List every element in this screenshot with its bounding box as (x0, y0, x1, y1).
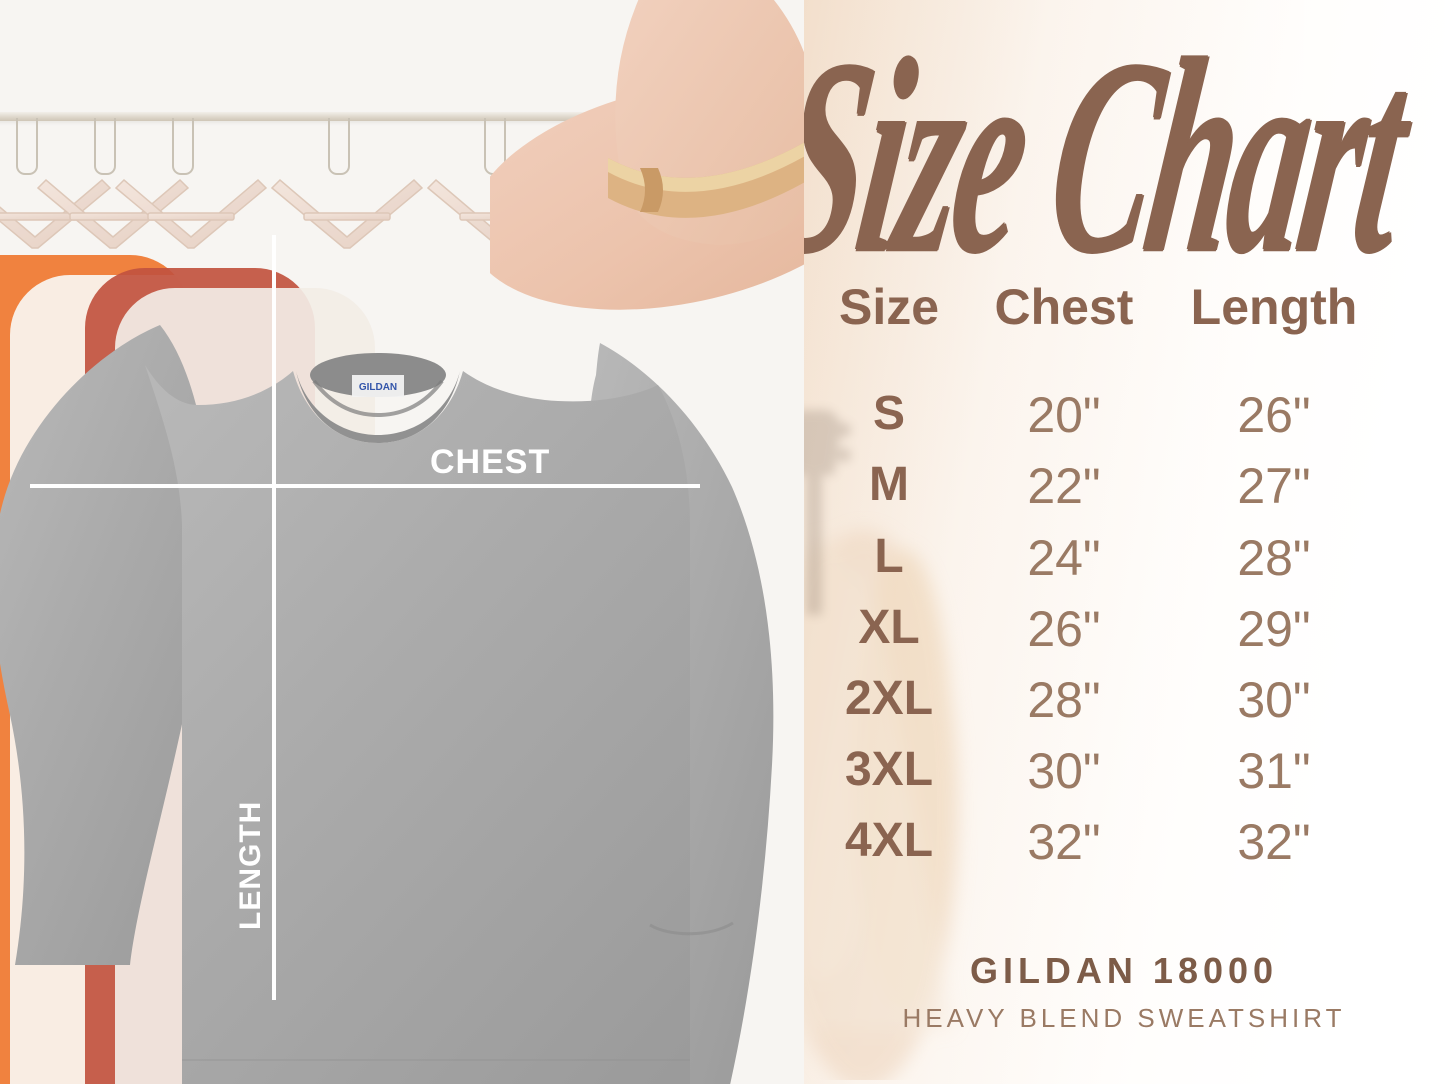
svg-text:GILDAN: GILDAN (359, 382, 397, 393)
svg-text:CHEST: CHEST (430, 443, 550, 481)
svg-text:LENGTH: LENGTH (234, 801, 267, 930)
